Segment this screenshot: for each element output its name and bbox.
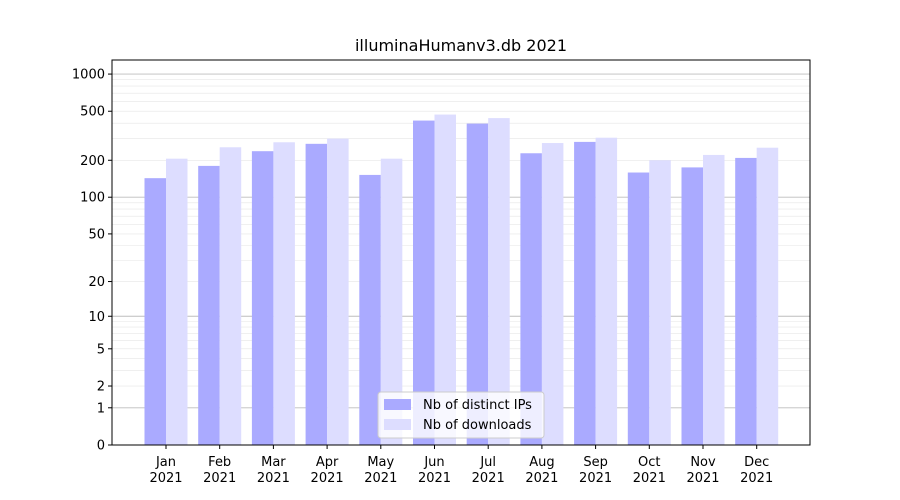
legend-box xyxy=(377,391,545,439)
chart-title: illuminaHumanv3.db 2021 xyxy=(355,36,567,55)
x-tick-label: 2021 xyxy=(633,471,666,486)
x-tick-label: May xyxy=(367,455,394,470)
x-tick-label: Sep xyxy=(583,455,608,470)
y-tick-label: 0 xyxy=(97,439,105,454)
bar-downloads xyxy=(703,154,725,445)
x-tick-label: 2021 xyxy=(149,471,182,486)
legend: Nb of distinct IPs Nb of downloads xyxy=(377,391,545,439)
x-tick-label: 2021 xyxy=(257,471,290,486)
x-tick-label: Dec xyxy=(744,455,769,470)
bar-distinct-ips xyxy=(198,165,220,446)
y-tick-label: 100 xyxy=(80,191,105,206)
bar-downloads xyxy=(327,138,349,445)
y-tick-label: 200 xyxy=(80,154,105,169)
y-tick-label: 1000 xyxy=(72,68,105,83)
bar-downloads xyxy=(219,147,242,445)
y-tick-label: 2 xyxy=(97,380,105,395)
bar-downloads xyxy=(541,143,564,446)
x-tick-label: 2021 xyxy=(364,471,397,486)
x-tick-label: 2021 xyxy=(525,471,558,486)
bar-distinct-ips xyxy=(359,174,381,445)
legend-swatch xyxy=(384,419,411,430)
x-tick-label: Feb xyxy=(208,455,231,470)
bar-downloads xyxy=(166,158,188,445)
x-tick-label: 2021 xyxy=(311,471,344,486)
y-tick-label: 5 xyxy=(97,342,105,357)
bar-distinct-ips xyxy=(466,123,489,446)
y-tick-label: 20 xyxy=(88,275,105,290)
bar-distinct-ips xyxy=(574,141,596,445)
bar-downloads xyxy=(756,147,779,445)
x-tick-label: Mar xyxy=(261,455,286,470)
legend-swatch xyxy=(384,399,411,410)
plot-frame xyxy=(111,59,811,446)
bar-distinct-ips xyxy=(144,178,166,445)
bars xyxy=(144,114,779,446)
x-tick-label: 2021 xyxy=(203,471,236,486)
bar-downloads xyxy=(488,118,510,445)
y-axis: 0 1 2 5 10 20 50 100 200 500 1000 xyxy=(72,68,112,454)
bar-distinct-ips xyxy=(251,151,274,445)
bar-downloads xyxy=(649,160,671,445)
y-tick-label: 500 xyxy=(80,105,105,120)
bar-downloads xyxy=(380,158,403,445)
bar-distinct-ips xyxy=(413,120,435,445)
bar-distinct-ips xyxy=(520,153,542,445)
x-tick-label: Jul xyxy=(479,455,496,470)
x-tick-label: Jan xyxy=(155,455,176,470)
x-tick-label: Jun xyxy=(423,455,444,470)
x-tick-label: 2021 xyxy=(740,471,773,486)
x-tick-label: Nov xyxy=(690,455,716,470)
bar-downloads xyxy=(273,142,295,445)
legend-label: Nb of distinct IPs xyxy=(423,398,532,413)
y-tick-label: 1 xyxy=(97,401,105,416)
x-tick-label: Apr xyxy=(316,455,339,470)
bar-distinct-ips xyxy=(305,143,328,446)
x-tick-label: Oct xyxy=(638,455,660,470)
y-tick-label: 10 xyxy=(88,310,105,325)
x-tick-label: Aug xyxy=(529,455,554,470)
bar-distinct-ips xyxy=(681,167,703,445)
bar-distinct-ips xyxy=(735,157,757,445)
x-tick-label: 2021 xyxy=(418,471,451,486)
y-tick-label: 50 xyxy=(88,227,105,242)
bar-distinct-ips xyxy=(627,172,650,445)
x-tick-label: 2021 xyxy=(579,471,612,486)
x-tick-label: 2021 xyxy=(686,471,719,486)
bar-downloads xyxy=(434,114,456,446)
x-tick-label: 2021 xyxy=(472,471,505,486)
bar-downloads xyxy=(595,137,618,445)
x-axis: Jan2021Feb2021Mar2021Apr2021May2021Jun20… xyxy=(149,445,773,486)
legend-label: Nb of downloads xyxy=(423,418,532,433)
